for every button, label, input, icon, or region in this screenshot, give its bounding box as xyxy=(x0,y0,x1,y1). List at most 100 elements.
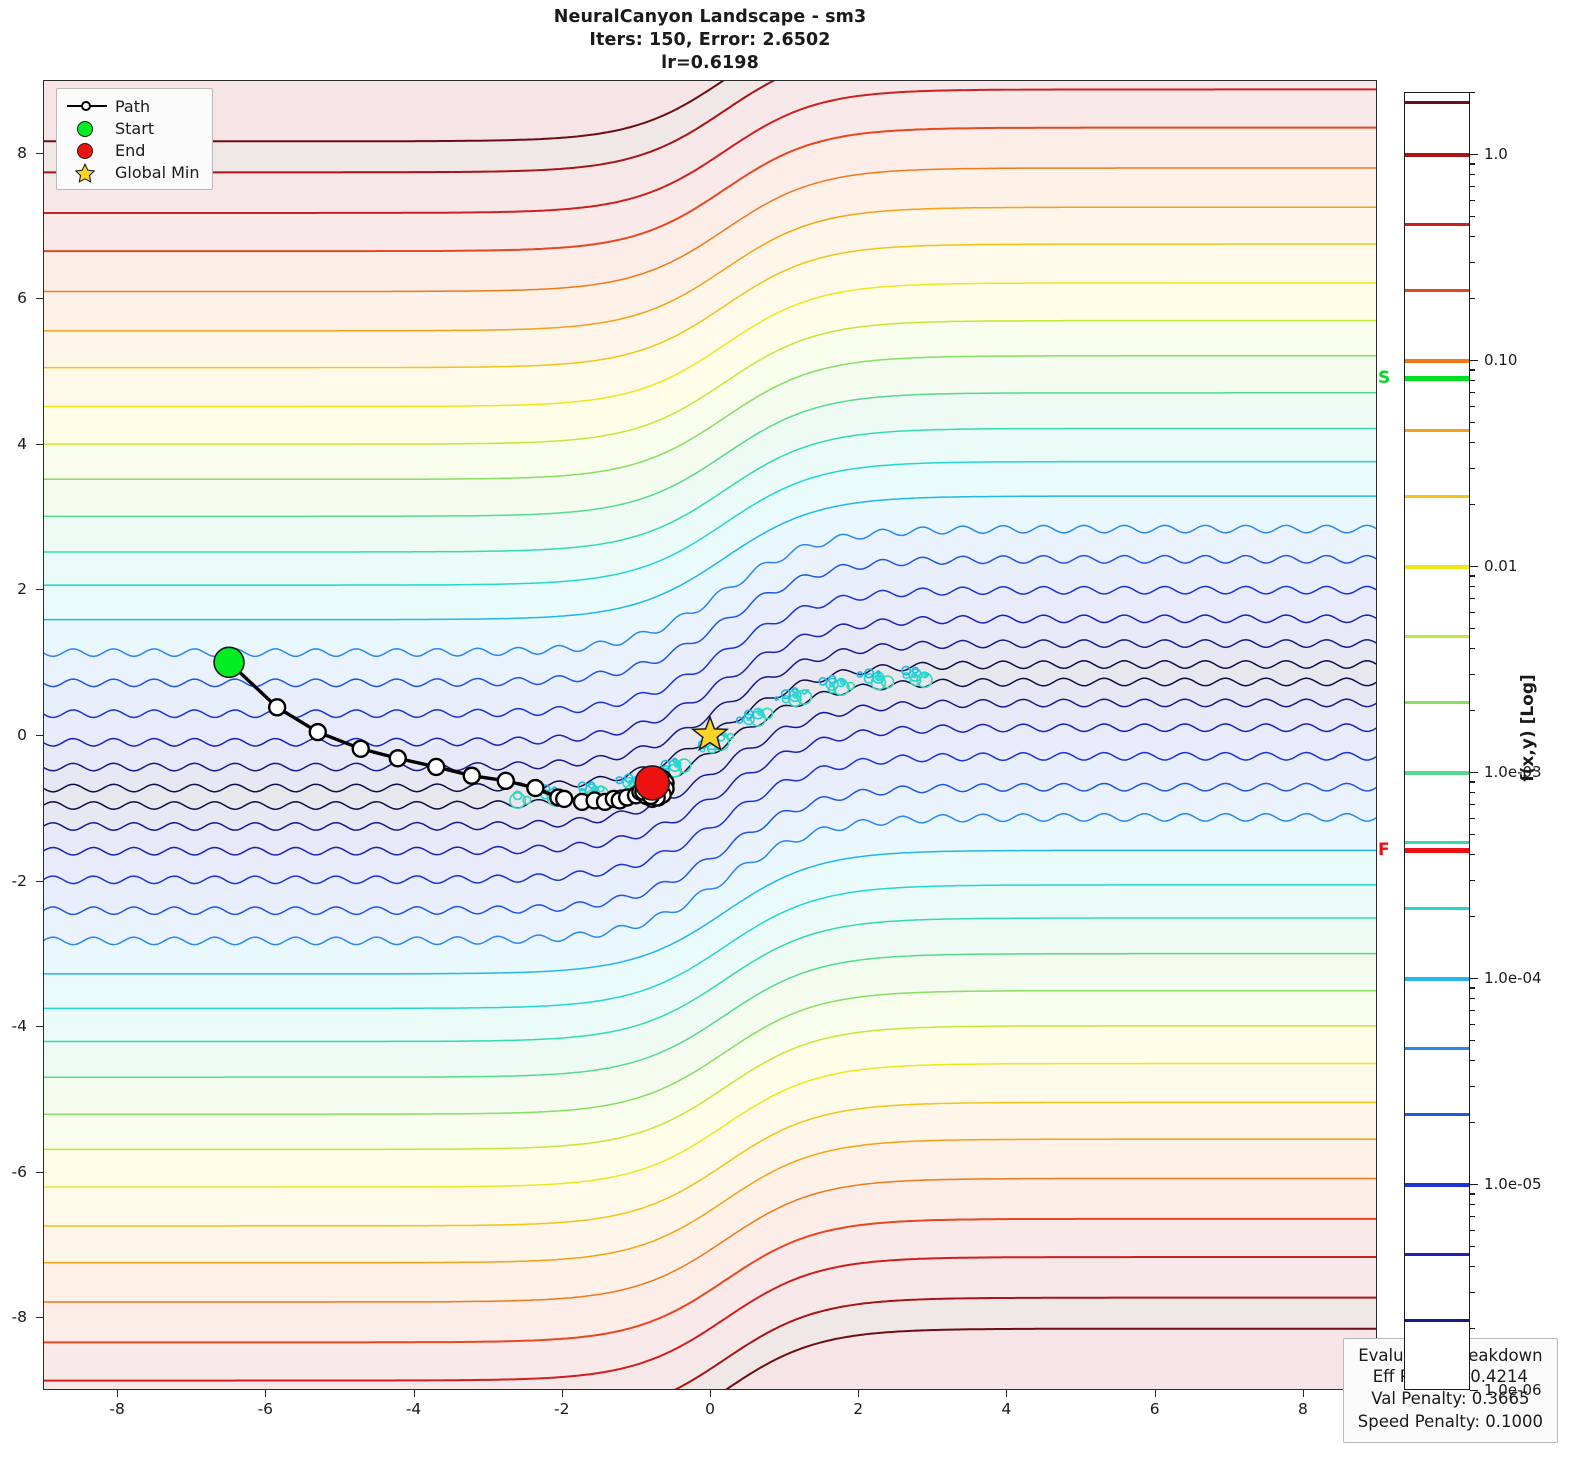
colorbar-tick-label: 1.0e-04 xyxy=(1484,969,1542,987)
colorbar-level-line xyxy=(1405,1318,1469,1323)
colorbar-tick-label: 0.10 xyxy=(1484,351,1518,369)
start-level-marker-line xyxy=(1405,376,1469,382)
colorbar-level-line xyxy=(1405,565,1469,569)
colorbar-tick-label: 1.0e-03 xyxy=(1484,763,1542,781)
colorbar-minor-tick xyxy=(1470,1085,1475,1087)
y-tick xyxy=(36,589,43,591)
x-tick-label: -2 xyxy=(554,1400,570,1418)
val-penalty-row: Val Penalty: 0.3665 xyxy=(1371,1389,1530,1409)
legend-item-path: Path xyxy=(65,95,200,117)
colorbar-minor-tick xyxy=(1470,379,1475,382)
colorbar-minor-tick xyxy=(1470,163,1475,165)
colorbar-tick xyxy=(1470,772,1478,774)
colorbar-minor-tick xyxy=(1470,467,1475,469)
colorbar-tick xyxy=(1470,1184,1478,1186)
colorbar-level-line xyxy=(1405,700,1469,705)
y-tick xyxy=(36,443,43,445)
colorbar-tick-label: 1.0e-05 xyxy=(1484,1175,1542,1193)
colorbar-level-line xyxy=(1405,100,1469,104)
colorbar-level-line xyxy=(1405,634,1469,639)
y-tick xyxy=(36,1026,43,1028)
colorbar-minor-tick xyxy=(1470,575,1475,577)
path-point-marker xyxy=(427,757,446,777)
x-tick-label: -6 xyxy=(257,1400,274,1418)
page-title: NeuralCanyon Landscape - sm3 Iters: 150,… xyxy=(43,6,1377,75)
star-icon xyxy=(65,162,109,183)
path-point-marker xyxy=(555,789,574,809)
x-tick xyxy=(1006,1390,1008,1397)
x-tick-label: 8 xyxy=(1297,1400,1308,1418)
colorbar-level-line xyxy=(1405,1389,1469,1390)
colorbar-minor-tick xyxy=(1470,216,1475,218)
colorbar-minor-tick xyxy=(1470,405,1475,407)
colorbar-tick xyxy=(1470,360,1478,362)
colorbar-minor-tick xyxy=(1470,235,1475,238)
colorbar xyxy=(1404,92,1470,1390)
path-point-marker xyxy=(462,766,481,785)
colorbar-minor-tick xyxy=(1470,261,1475,263)
x-tick xyxy=(413,1390,415,1397)
colorbar-minor-tick xyxy=(1470,185,1475,188)
colorbar-minor-tick xyxy=(1470,1023,1475,1025)
colorbar-minor-tick xyxy=(1470,1059,1475,1062)
legend-label-path: Path xyxy=(115,96,151,116)
colorbar-minor-tick xyxy=(1470,1215,1475,1218)
y-tick xyxy=(36,880,43,882)
x-tick xyxy=(710,1390,711,1397)
colorbar-minor-tick xyxy=(1470,1246,1475,1248)
colorbar-level-line xyxy=(1405,771,1469,775)
colorbar-level-line xyxy=(1405,1046,1469,1051)
colorbar-minor-tick xyxy=(1470,503,1475,506)
title-line-1: NeuralCanyon Landscape - sm3 xyxy=(553,7,867,27)
colorbar-minor-tick xyxy=(1470,391,1475,394)
path-point-marker xyxy=(388,749,407,768)
x-tick xyxy=(1154,1390,1156,1397)
x-tick-label: 2 xyxy=(853,1400,864,1418)
end-level-marker-line xyxy=(1405,848,1469,854)
colorbar-minor-tick xyxy=(1470,173,1475,176)
speed-penalty-row: Speed Penalty: 0.1000 xyxy=(1357,1412,1543,1432)
colorbar-minor-tick xyxy=(1470,297,1475,300)
colorbar-minor-tick xyxy=(1470,1229,1475,1231)
colorbar-minor-tick xyxy=(1470,611,1475,613)
colorbar-level-line xyxy=(1405,359,1469,363)
colorbar-minor-tick xyxy=(1470,1265,1475,1268)
title-line-3: lr=0.6198 xyxy=(661,53,759,74)
colorbar-tick-label: 0.01 xyxy=(1484,557,1518,575)
colorbar-minor-tick xyxy=(1470,1040,1475,1042)
colorbar-minor-tick xyxy=(1470,1327,1475,1330)
colorbar-level-line xyxy=(1405,906,1469,911)
legend-item-start: Start xyxy=(65,117,200,139)
x-tick xyxy=(117,1390,119,1397)
start-marker xyxy=(213,646,245,679)
colorbar-minor-tick xyxy=(1470,597,1475,600)
x-tick xyxy=(265,1390,267,1397)
contour-plot-axes xyxy=(43,80,1377,1390)
y-tick-label: 6 xyxy=(17,289,27,308)
colorbar-minor-tick xyxy=(1470,92,1475,94)
x-tick-label: 6 xyxy=(1149,1400,1160,1418)
colorbar-tick-label: 1.0e-06 xyxy=(1484,1381,1542,1399)
colorbar-tick xyxy=(1470,1390,1478,1392)
plot-surface xyxy=(44,81,1376,1389)
x-tick-label: 4 xyxy=(1001,1400,1012,1418)
colorbar-minor-tick xyxy=(1470,441,1475,444)
colorbar-minor-tick xyxy=(1470,422,1475,424)
x-tick-label: 0 xyxy=(705,1400,715,1418)
y-tick-label: 2 xyxy=(17,580,27,599)
colorbar-level-line xyxy=(1405,222,1469,227)
colorbar-minor-tick xyxy=(1470,997,1475,1000)
colorbar-level-line xyxy=(1405,1252,1469,1257)
colorbar-minor-tick xyxy=(1470,1291,1475,1293)
colorbar-minor-tick xyxy=(1470,1009,1475,1012)
colorbar-minor-tick xyxy=(1470,834,1475,836)
colorbar-minor-tick xyxy=(1470,853,1475,856)
path-line-icon xyxy=(65,96,109,116)
colorbar-minor-tick xyxy=(1470,369,1475,371)
legend-item-end: End xyxy=(65,139,200,161)
x-tick xyxy=(1302,1390,1304,1397)
colorbar-minor-tick xyxy=(1470,199,1475,201)
colorbar-minor-tick xyxy=(1470,1121,1475,1124)
path-point-marker xyxy=(496,771,515,791)
